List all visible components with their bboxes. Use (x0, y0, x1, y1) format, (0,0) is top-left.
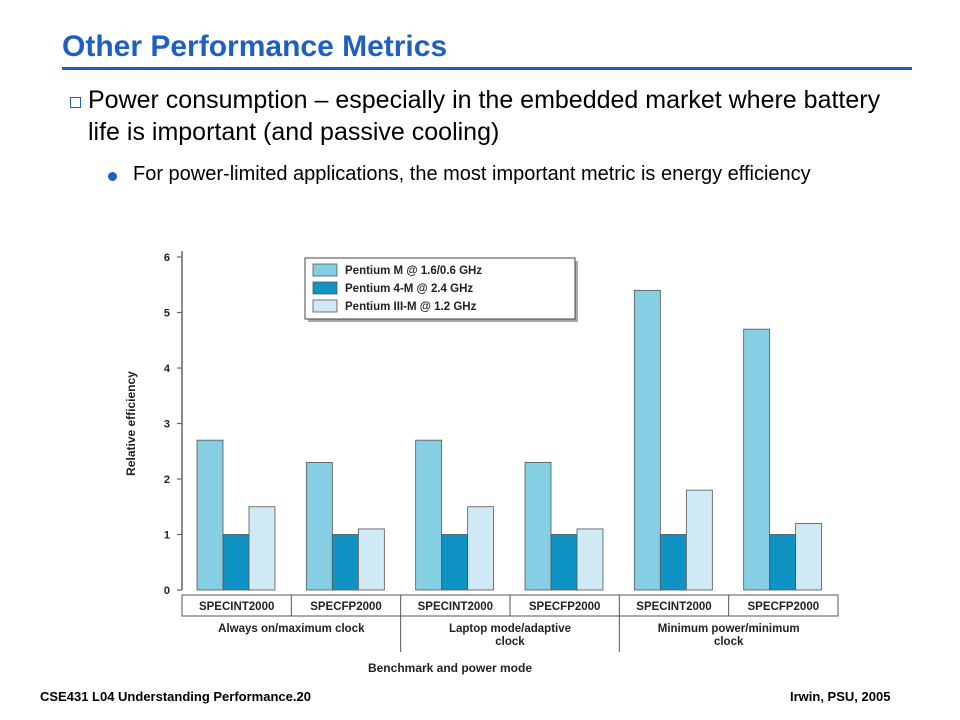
bar (415, 439, 443, 591)
bar (659, 534, 687, 591)
category-label: SPECFP2000 (529, 601, 601, 613)
group-label: Laptop mode/adaptive clock (449, 623, 571, 648)
x-axis-label: Benchmark and power mode (368, 661, 532, 675)
legend-swatch (312, 263, 338, 277)
category-label: SPECINT2000 (636, 601, 711, 613)
title-underline (62, 67, 912, 70)
legend-label: Pentium III-M @ 1.2 GHz (345, 301, 477, 313)
sub-bullet-text: For power-limited applications, the most… (133, 163, 811, 185)
y-tick-label: 1 (164, 530, 170, 542)
group-label: Minimum power/minimum clock (658, 623, 800, 648)
bar (550, 534, 578, 591)
bar (331, 534, 359, 591)
y-tick-label: 4 (164, 363, 171, 375)
y-tick-label: 5 (164, 308, 170, 320)
bar (248, 506, 276, 591)
sub-bullet-dot-icon (108, 172, 117, 181)
slide-title: Other Performance Metrics (62, 30, 448, 63)
legend-box (304, 257, 576, 320)
bar (196, 439, 224, 591)
category-label: SPECINT2000 (199, 601, 274, 613)
group-label: Always on/maximum clock (218, 623, 365, 635)
bar (576, 528, 604, 591)
y-axis-label: Relative efficiency (124, 371, 138, 476)
bar (524, 461, 552, 591)
category-label: SPECFP2000 (310, 601, 382, 613)
legend-label: Pentium 4-M @ 2.4 GHz (345, 283, 473, 295)
bar (769, 534, 797, 591)
bar (441, 534, 469, 591)
legend-label: Pentium M @ 1.6/0.6 GHz (345, 265, 482, 277)
bar (795, 522, 823, 591)
category-label: SPECINT2000 (418, 601, 493, 613)
bar (305, 461, 333, 591)
y-tick-label: 0 (164, 585, 170, 597)
bullet-square-icon (70, 97, 81, 108)
y-tick-label: 3 (164, 419, 170, 431)
legend-swatch (312, 281, 338, 295)
efficiency-bar-chart: 0 1 2 3 4 5 6 Relative efficiency SPECINT2000 SPE… (124, 248, 839, 675)
footer-author-label: Irwin, PSU, 2005 (790, 689, 891, 704)
bar (685, 489, 713, 591)
bar (357, 528, 385, 591)
y-tick-label: 2 (164, 474, 170, 486)
bar (222, 534, 250, 591)
footer-course-label: CSE431 L04 Understanding Performance.20 (40, 689, 311, 704)
bar (633, 289, 661, 591)
category-label: SPECFP2000 (748, 601, 820, 613)
main-bullet-text: Power consumption – especially in the em… (88, 86, 881, 146)
bar (467, 506, 495, 591)
legend-swatch (312, 299, 338, 313)
y-tick-label: 6 (164, 252, 170, 264)
bar (743, 328, 771, 591)
